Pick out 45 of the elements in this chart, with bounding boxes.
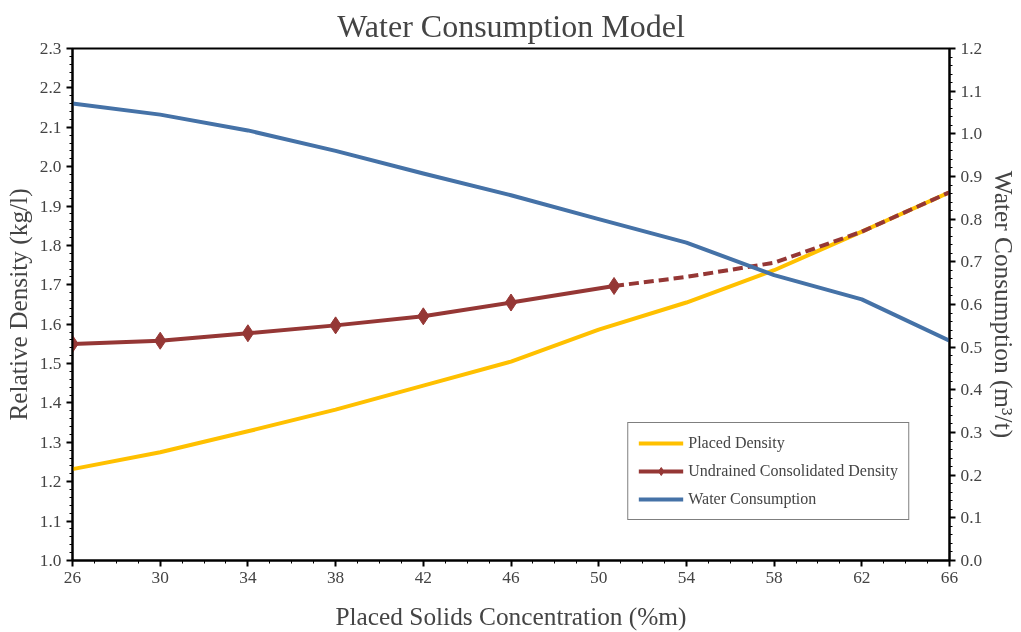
y2-tick-label: 0.0 — [960, 551, 983, 570]
y2-tick-label: 0.8 — [960, 209, 983, 229]
y2-tick-label: 0.9 — [960, 167, 983, 186]
y-tick-label: 1.1 — [39, 511, 62, 531]
y-tick-label: 1.9 — [39, 196, 62, 216]
x-tick-label: 66 — [940, 567, 959, 587]
y2-tick-label: 1.0 — [960, 124, 983, 144]
x-tick-label: 30 — [151, 567, 169, 587]
x-axis-title: Placed Solids Concentration (%m) — [335, 601, 687, 631]
y-tick-label: 1.4 — [39, 393, 62, 413]
y2-axis-title: Water Consumption (m³/t) — [989, 170, 1019, 439]
y-axis-title: Relative Density (kg/l) — [3, 188, 33, 421]
y-tick-label: 2.3 — [39, 39, 62, 58]
y2-tick-label: 0.6 — [960, 295, 983, 314]
x-tick-label: 46 — [502, 567, 520, 587]
chart-title: Water Consumption Model — [337, 7, 685, 44]
x-tick-label: 42 — [414, 567, 432, 587]
x-tick-label: 54 — [677, 567, 696, 587]
legend-label: Undrained Consolidated Density — [688, 462, 898, 480]
y2-tick-label: 0.2 — [960, 465, 983, 485]
x-tick-label: 50 — [590, 567, 608, 587]
y-tick-label: 2.0 — [39, 157, 62, 177]
y2-tick-label: 0.3 — [960, 423, 983, 442]
y2-tick-label: 0.7 — [960, 252, 983, 272]
y2-tick-label: 0.5 — [960, 337, 983, 357]
y-tick-label: 1.7 — [39, 275, 62, 295]
y-tick-label: 2.2 — [39, 78, 62, 98]
x-tick-label: 26 — [63, 567, 82, 587]
y2-tick-label: 1.2 — [960, 39, 983, 58]
y-tick-label: 1.5 — [39, 354, 62, 374]
y-tick-label: 1.0 — [39, 551, 62, 570]
y2-tick-label: 1.1 — [960, 81, 983, 101]
x-tick-label: 62 — [853, 567, 871, 587]
legend-label: Placed Density — [688, 434, 785, 452]
y-tick-label: 2.1 — [39, 117, 62, 137]
x-tick-label: 38 — [326, 567, 345, 587]
y2-tick-label: 0.1 — [960, 508, 983, 528]
y-tick-label: 1.6 — [39, 314, 62, 334]
y-tick-label: 1.2 — [39, 472, 62, 492]
y-tick-label: 1.8 — [39, 235, 62, 255]
y2-tick-label: 0.4 — [960, 380, 983, 400]
x-tick-label: 58 — [765, 567, 783, 587]
legend-label: Water Consumption — [688, 490, 817, 508]
y-tick-label: 1.3 — [39, 432, 62, 452]
x-tick-label: 34 — [239, 567, 257, 587]
